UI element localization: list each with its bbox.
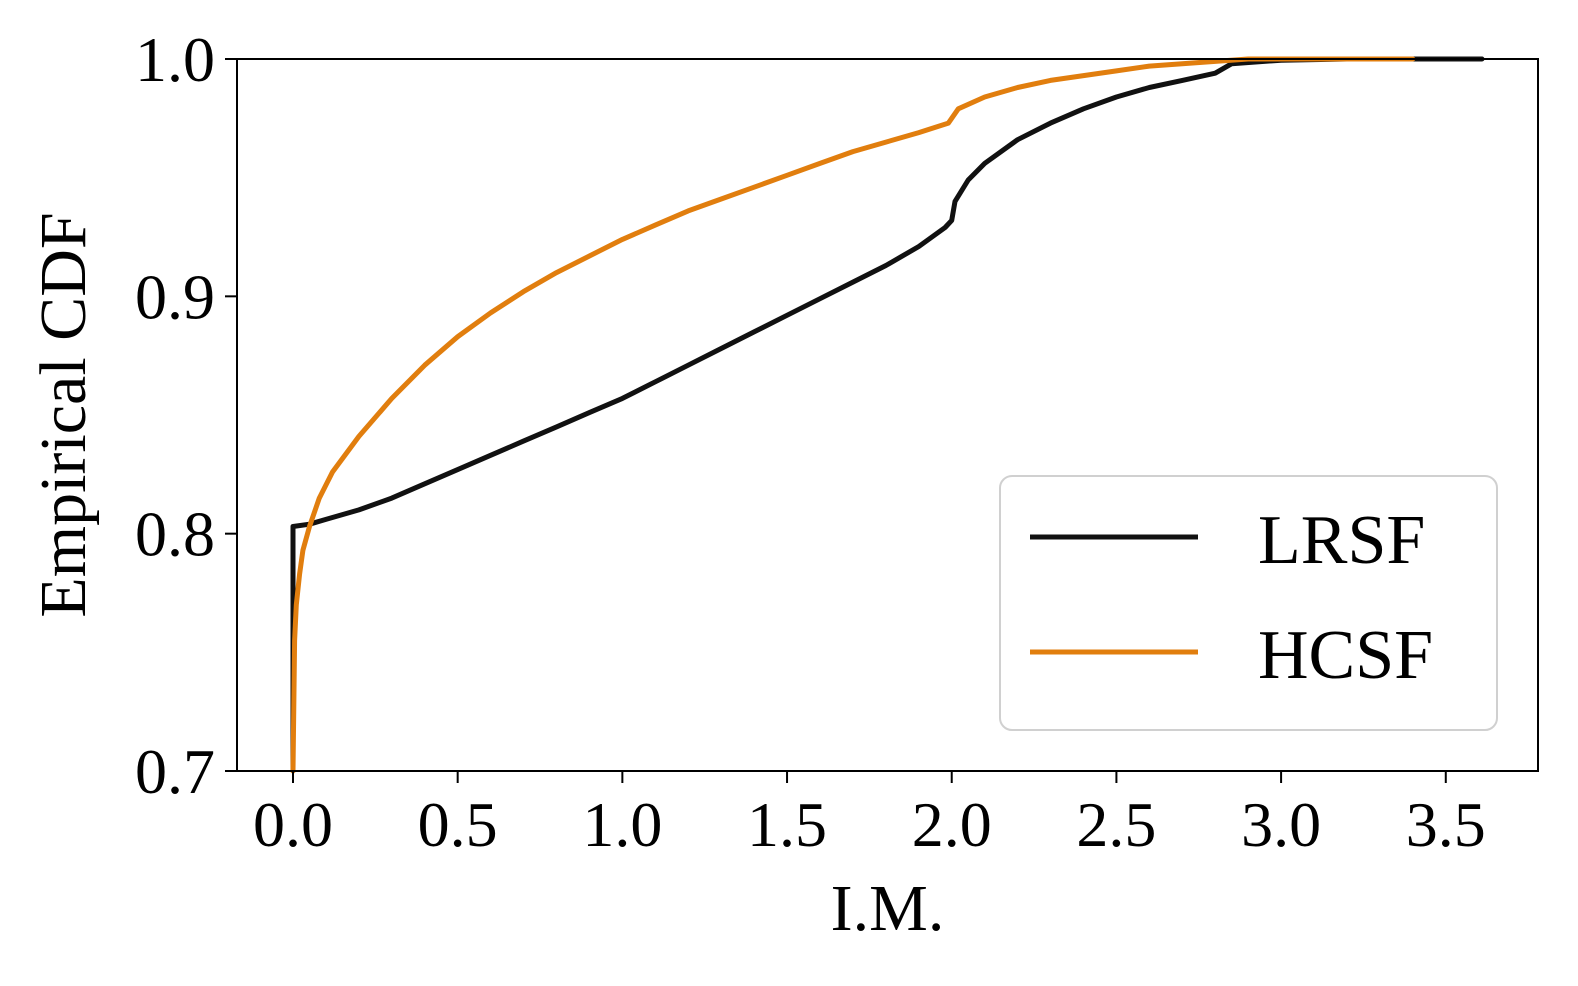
legend-label-lrsf: LRSF xyxy=(1258,502,1425,579)
plot-frame xyxy=(236,58,1539,772)
x-axis-label: I.M. xyxy=(831,872,945,945)
y-tick-label: 1.0 xyxy=(135,24,215,95)
y-tick-label: 0.7 xyxy=(135,736,215,807)
x-tick-label: 3.0 xyxy=(1241,789,1321,860)
x-tick-label: 1.0 xyxy=(582,789,662,860)
y-axis: 0.7 0.8 0.9 1.0 xyxy=(135,24,237,807)
x-tick-label: 0.5 xyxy=(418,789,498,860)
legend-label-hcsf: HCSF xyxy=(1258,617,1433,694)
x-tick-label: 2.0 xyxy=(912,789,992,860)
x-tick-label: 2.5 xyxy=(1076,789,1156,860)
series-line-hcsf xyxy=(290,56,1416,774)
y-tick-label: 0.8 xyxy=(135,499,215,570)
legend: LRSF HCSF xyxy=(999,475,1498,731)
x-tick-label: 3.5 xyxy=(1406,789,1486,860)
series-line-lrsf xyxy=(290,56,1485,774)
y-tick-label: 0.9 xyxy=(135,261,215,332)
y-axis-label: Empirical CDF xyxy=(27,212,100,617)
x-axis: 0.0 0.5 1.0 1.5 2.0 2.5 3.0 3.5 xyxy=(253,771,1486,860)
x-tick-label: 1.5 xyxy=(747,789,827,860)
plot-area xyxy=(290,56,1485,774)
x-tick-label: 0.0 xyxy=(253,789,333,860)
